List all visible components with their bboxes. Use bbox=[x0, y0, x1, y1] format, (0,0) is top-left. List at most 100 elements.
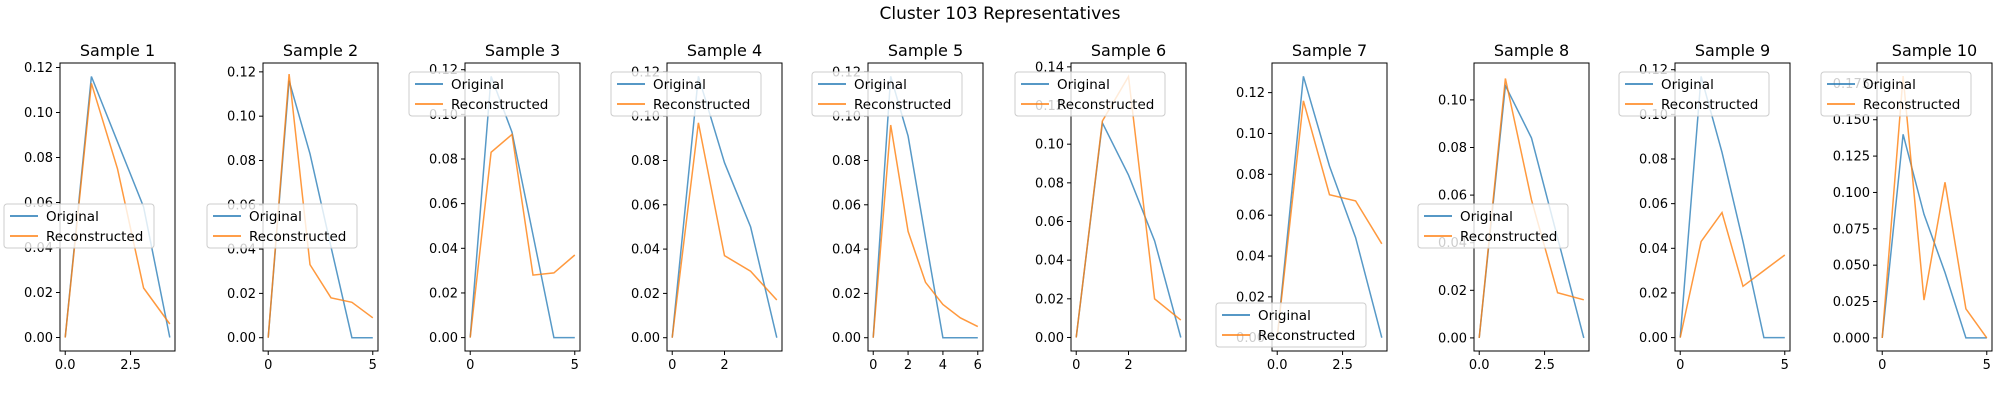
legend: Original Reconstructed bbox=[1215, 302, 1367, 348]
legend: Original Reconstructed bbox=[408, 71, 560, 117]
series-line-reconstructed bbox=[469, 132, 576, 338]
y-tick-label: 0.06 bbox=[429, 197, 458, 212]
y-tick-label: 0.10 bbox=[1438, 93, 1467, 108]
axes-frame bbox=[1070, 62, 1187, 352]
legend-label-reconstructed: Reconstructed bbox=[451, 97, 548, 113]
series-line-original bbox=[1276, 76, 1383, 338]
y-tick-label: 0.00 bbox=[631, 331, 660, 346]
x-tick-label: 0 bbox=[869, 358, 877, 373]
legend-box bbox=[811, 71, 963, 117]
axes-frame bbox=[1876, 62, 1993, 352]
x-tick-label: 5 bbox=[369, 358, 377, 373]
legend-label-reconstructed: Reconstructed bbox=[1258, 328, 1355, 344]
y-tick-label: 0.000 bbox=[1833, 331, 1870, 346]
series-line-original bbox=[671, 76, 778, 338]
y-tick-label: 0.10 bbox=[1236, 127, 1265, 142]
y-tick-label: 0.00 bbox=[832, 331, 861, 346]
series-line-reconstructed bbox=[1679, 210, 1786, 338]
y-tick-label: 0.02 bbox=[1035, 292, 1064, 307]
x-tick-label: 0.0 bbox=[55, 358, 76, 373]
x-tick-label: 0 bbox=[1072, 358, 1080, 373]
series-line-original bbox=[469, 76, 575, 339]
legend: Original Reconstructed bbox=[1820, 71, 1972, 117]
legend-label-original: Original bbox=[46, 209, 99, 225]
y-tick-label: 0.08 bbox=[1639, 153, 1668, 168]
y-tick-label: 0.125 bbox=[1833, 150, 1870, 165]
legend: Original Reconstructed bbox=[610, 71, 762, 117]
legend: Original Reconstructed bbox=[206, 203, 358, 249]
subplot-title: Sample 7 bbox=[1292, 41, 1367, 60]
legend: Original Reconstructed bbox=[1417, 203, 1569, 249]
x-tick-label: 0 bbox=[1878, 358, 1886, 373]
series-line-reconstructed bbox=[1881, 76, 1988, 339]
y-tick-label: 0.00 bbox=[1035, 331, 1064, 346]
x-tick-label: 2 bbox=[1124, 358, 1132, 373]
legend: Original Reconstructed bbox=[1014, 71, 1166, 117]
y-tick-label: 0.08 bbox=[1035, 176, 1064, 191]
subplot-3: Sample 30.000.020.040.060.080.100.1205Or… bbox=[408, 41, 581, 373]
x-tick-label: 0 bbox=[1676, 358, 1684, 373]
x-tick-label: 2 bbox=[720, 358, 728, 373]
y-tick-label: 0.04 bbox=[832, 243, 861, 258]
series-line-reconstructed bbox=[1478, 78, 1584, 338]
x-tick-label: 5 bbox=[1983, 358, 1991, 373]
legend-box bbox=[610, 71, 762, 117]
subplot-9: Sample 90.000.020.040.060.080.100.1205Or… bbox=[1618, 41, 1791, 373]
y-tick-label: 0.02 bbox=[631, 287, 660, 302]
y-tick-label: 0.08 bbox=[832, 154, 861, 169]
y-tick-label: 0.10 bbox=[24, 106, 53, 121]
legend-label-reconstructed: Reconstructed bbox=[1661, 97, 1758, 113]
subplot-2: Sample 20.000.020.040.060.080.100.1205Or… bbox=[206, 41, 379, 373]
series-line-reconstructed bbox=[267, 74, 374, 338]
y-tick-label: 0.08 bbox=[1438, 141, 1467, 156]
subplot-grid: Sample 10.000.020.040.060.080.100.120.02… bbox=[3, 41, 1993, 373]
axes-frame bbox=[867, 62, 984, 352]
legend-box bbox=[206, 203, 358, 249]
legend-box bbox=[408, 71, 560, 117]
x-tick-label: 0 bbox=[264, 358, 272, 373]
y-tick-label: 0.02 bbox=[24, 286, 53, 301]
legend-label-original: Original bbox=[854, 77, 907, 93]
y-tick-label: 0.025 bbox=[1833, 295, 1870, 310]
subplot-title: Sample 6 bbox=[1091, 41, 1166, 60]
y-tick-label: 0.08 bbox=[227, 154, 256, 169]
subplot-title: Sample 1 bbox=[80, 41, 155, 60]
y-tick-label: 0.04 bbox=[1236, 250, 1265, 265]
y-tick-label: 0.10 bbox=[1035, 138, 1064, 153]
y-tick-label: 0.12 bbox=[1236, 86, 1265, 101]
legend-label-reconstructed: Reconstructed bbox=[653, 97, 750, 113]
y-tick-label: 0.06 bbox=[1639, 197, 1668, 212]
y-tick-label: 0.08 bbox=[429, 153, 458, 168]
subplot-7: Sample 70.000.020.040.060.080.100.120.02… bbox=[1215, 41, 1388, 373]
y-tick-label: 0.06 bbox=[631, 198, 660, 213]
y-tick-label: 0.00 bbox=[1438, 331, 1467, 346]
x-tick-label: 0 bbox=[668, 358, 676, 373]
legend: Original Reconstructed bbox=[1618, 71, 1770, 117]
x-tick-label: 0.0 bbox=[1469, 358, 1490, 373]
legend-label-original: Original bbox=[1258, 308, 1311, 324]
x-tick-label: 2.5 bbox=[1534, 358, 1555, 373]
x-tick-label: 0.0 bbox=[1267, 358, 1288, 373]
y-tick-label: 0.10 bbox=[227, 110, 256, 125]
series-line-reconstructed bbox=[872, 124, 979, 338]
y-tick-label: 0.08 bbox=[631, 154, 660, 169]
legend-label-reconstructed: Reconstructed bbox=[1057, 97, 1154, 113]
y-tick-label: 0.075 bbox=[1833, 222, 1870, 237]
y-tick-label: 0.12 bbox=[24, 61, 53, 76]
y-tick-label: 0.02 bbox=[1639, 286, 1668, 301]
subplot-title: Sample 2 bbox=[283, 41, 358, 60]
subplot-title: Sample 5 bbox=[888, 41, 963, 60]
subplot-title: Sample 4 bbox=[687, 41, 762, 60]
y-tick-label: 0.06 bbox=[1035, 215, 1064, 230]
x-tick-label: 2 bbox=[904, 358, 912, 373]
subplot-8: Sample 80.000.020.040.060.080.100.02.5Or… bbox=[1417, 41, 1590, 373]
subplot-4: Sample 40.000.020.040.060.080.100.1202Or… bbox=[610, 41, 783, 373]
axes-frame bbox=[1271, 62, 1388, 352]
legend-box bbox=[1417, 203, 1569, 249]
series-line-reconstructed bbox=[671, 122, 778, 338]
figure-title: Cluster 103 Representatives bbox=[880, 4, 1121, 24]
x-tick-label: 0 bbox=[466, 358, 474, 373]
legend-label-original: Original bbox=[1057, 77, 1110, 93]
y-tick-label: 0.08 bbox=[1236, 168, 1265, 183]
legend-label-reconstructed: Reconstructed bbox=[46, 229, 143, 245]
